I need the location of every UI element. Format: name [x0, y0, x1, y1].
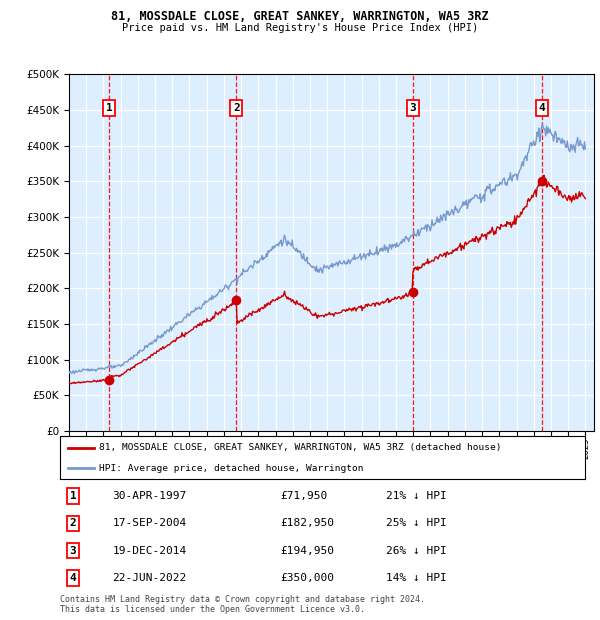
- Text: 30-APR-1997: 30-APR-1997: [113, 491, 187, 501]
- Text: 1: 1: [70, 491, 77, 501]
- Text: 21% ↓ HPI: 21% ↓ HPI: [386, 491, 446, 501]
- Text: 3: 3: [70, 546, 77, 556]
- Text: £182,950: £182,950: [281, 518, 335, 528]
- Text: 26% ↓ HPI: 26% ↓ HPI: [386, 546, 446, 556]
- Text: Price paid vs. HM Land Registry's House Price Index (HPI): Price paid vs. HM Land Registry's House …: [122, 23, 478, 33]
- Text: 4: 4: [70, 573, 77, 583]
- Text: 22-JUN-2022: 22-JUN-2022: [113, 573, 187, 583]
- Text: Contains HM Land Registry data © Crown copyright and database right 2024.
This d: Contains HM Land Registry data © Crown c…: [60, 595, 425, 614]
- Text: HPI: Average price, detached house, Warrington: HPI: Average price, detached house, Warr…: [100, 464, 364, 472]
- Text: 17-SEP-2004: 17-SEP-2004: [113, 518, 187, 528]
- Text: £350,000: £350,000: [281, 573, 335, 583]
- Text: 3: 3: [409, 103, 416, 113]
- Text: 1: 1: [106, 103, 112, 113]
- Text: 81, MOSSDALE CLOSE, GREAT SANKEY, WARRINGTON, WA5 3RZ (detached house): 81, MOSSDALE CLOSE, GREAT SANKEY, WARRIN…: [100, 443, 502, 453]
- Text: £194,950: £194,950: [281, 546, 335, 556]
- Text: £71,950: £71,950: [281, 491, 328, 501]
- Text: 81, MOSSDALE CLOSE, GREAT SANKEY, WARRINGTON, WA5 3RZ: 81, MOSSDALE CLOSE, GREAT SANKEY, WARRIN…: [111, 10, 489, 23]
- Text: 14% ↓ HPI: 14% ↓ HPI: [386, 573, 446, 583]
- Text: 25% ↓ HPI: 25% ↓ HPI: [386, 518, 446, 528]
- Text: 2: 2: [70, 518, 77, 528]
- Text: 2: 2: [233, 103, 239, 113]
- Text: 4: 4: [538, 103, 545, 113]
- Text: 19-DEC-2014: 19-DEC-2014: [113, 546, 187, 556]
